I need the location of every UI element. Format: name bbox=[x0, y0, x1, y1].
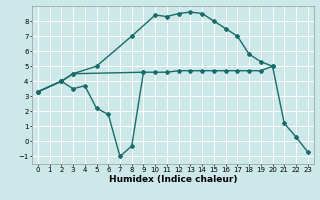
X-axis label: Humidex (Indice chaleur): Humidex (Indice chaleur) bbox=[108, 175, 237, 184]
